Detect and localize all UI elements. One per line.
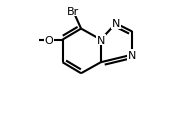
Text: N: N (128, 50, 136, 60)
Text: N: N (112, 19, 120, 29)
Text: O: O (45, 35, 54, 45)
Text: N: N (97, 35, 105, 45)
Text: Br: Br (67, 7, 79, 16)
